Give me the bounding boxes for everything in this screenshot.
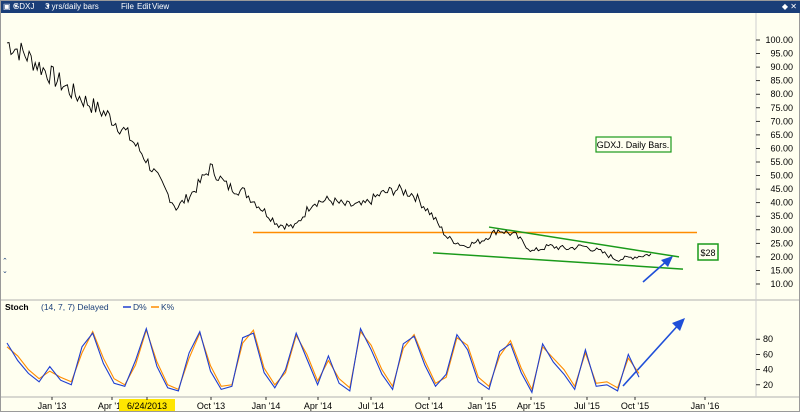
price-tick-label: 35.00 (770, 211, 793, 221)
x-tick-label: Oct '13 (197, 401, 225, 411)
x-tick-label: Jan '14 (252, 401, 281, 411)
chevron-down-icon: ▼ (45, 4, 51, 10)
x-tick-label: Jul '15 (574, 401, 600, 411)
price-tick-label: 30.00 (770, 225, 793, 235)
x-tick-label: Oct '15 (621, 401, 649, 411)
price-tick-label: 45.00 (770, 184, 793, 194)
symbol-label: GDXJ (13, 2, 35, 11)
scroll-down-icon[interactable]: ⌄ (2, 268, 8, 275)
x-tick-label: Jan '16 (691, 401, 720, 411)
menu-edit[interactable]: Edit (137, 2, 151, 11)
stoch-tick-label: 60 (763, 349, 773, 359)
menu-file[interactable]: File (121, 2, 134, 11)
price-tick-label: 10.00 (770, 279, 793, 289)
x-tick-label: Apr '15 (517, 401, 545, 411)
x-tick-label: Apr '14 (304, 401, 332, 411)
price-tick-label: 100.00 (765, 35, 793, 45)
x-tick-label: Jan '15 (468, 401, 497, 411)
chart-type-icon[interactable]: ▣ (3, 2, 11, 11)
price-tick-label: 40.00 (770, 198, 793, 208)
chart-annotation: GDXJ. Daily Bars. (595, 136, 672, 153)
stoch-params: (14, 7, 7) Delayed (41, 302, 109, 312)
price-tick-label: 70.00 (770, 116, 793, 126)
x-tick-label: Jul '14 (358, 401, 384, 411)
chevron-down-icon: ▼ (13, 4, 19, 10)
x-tick-label: 6/24/2013 (127, 401, 167, 411)
menu-view[interactable]: View (152, 2, 170, 11)
price-tick-label: 25.00 (770, 238, 793, 248)
uptrend-arrow-price (642, 256, 673, 283)
price-tick-label: 20.00 (770, 252, 793, 262)
price-label-text: $28 (700, 248, 715, 258)
x-tick-label: Oct '14 (415, 401, 443, 411)
menu-bar: ▣ GDXJ ▼ 3 yrs/daily bars ▼ File Edit Vi… (1, 1, 800, 13)
stoch-k-line (6, 326, 640, 394)
uptrend-arrow-stoch (622, 318, 685, 387)
x-tick-label: Jan '13 (38, 401, 67, 411)
channel-upper-line (488, 226, 680, 258)
channel-lower-line (432, 252, 684, 270)
timeframe-label: 3 yrs/daily bars (45, 2, 99, 11)
scroll-up-icon[interactable]: ⌃ (2, 257, 8, 265)
price-tick-label: 90.00 (770, 62, 793, 72)
price-tick-label: 15.00 (770, 265, 793, 275)
stoch-title: Stoch (5, 302, 29, 312)
price-y-axis: 100.00 95.00 90.00 85.00 80.00 75.00 70.00 65.0… (756, 35, 793, 289)
legend-label-d: D% (133, 302, 147, 312)
price-tick-label: 60.00 (770, 143, 793, 153)
stoch-tick-label: 40 (763, 365, 773, 375)
stoch-y-axis: 80 60 40 20 (756, 334, 773, 390)
price-series-line (6, 41, 652, 262)
price-tick-label: 80.00 (770, 89, 793, 99)
price-tick-label: 85.00 (770, 76, 793, 86)
price-tick-label: 55.00 (770, 157, 793, 167)
x-axis: Jan '13 Apr '13 6/24/2013 Oct '13 Jan '14 Apr… (38, 397, 720, 411)
price-tick-label: 50.00 (770, 171, 793, 181)
annotation-text: GDXJ. Daily Bars. (597, 140, 670, 150)
date-highlight-box (119, 399, 175, 411)
legend-label-k: K% (161, 302, 175, 312)
stoch-tick-label: 80 (763, 334, 773, 344)
price-tick-label: 65.00 (770, 130, 793, 140)
price-tick-label: 75.00 (770, 103, 793, 113)
price-label-box: $28 (697, 243, 719, 261)
x-tick-label: Apr '13 (98, 401, 126, 411)
window-controls[interactable]: ◆ ✕ (781, 2, 797, 11)
price-tick-label: 95.00 (770, 49, 793, 59)
stoch-tick-label: 20 (763, 380, 773, 390)
